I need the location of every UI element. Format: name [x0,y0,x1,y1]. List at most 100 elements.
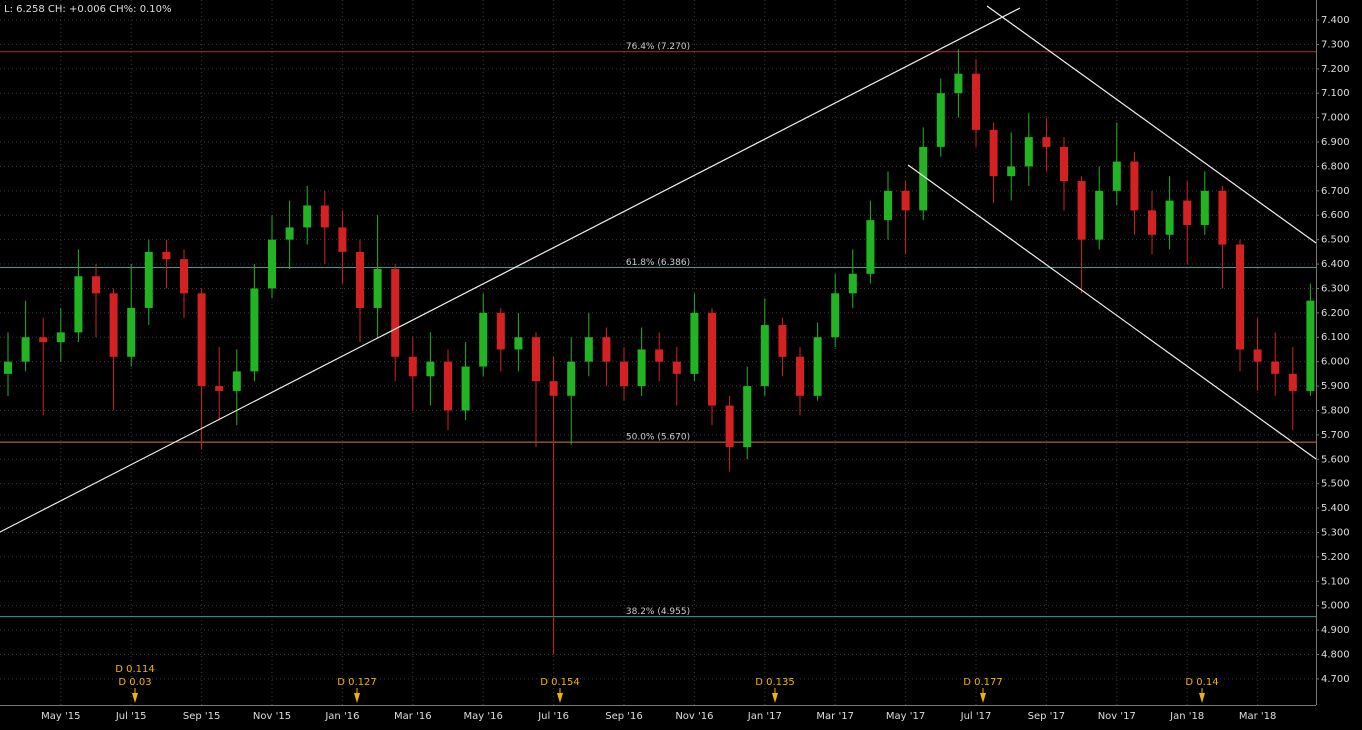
candle-body [831,293,840,338]
candle-body [866,220,875,274]
candle-body [1112,161,1121,191]
candle-body [197,293,206,387]
candle-body [1183,200,1192,225]
candle-body [1271,361,1280,374]
dividend-marker [354,688,360,703]
y-tick-label: 5.400 [1321,503,1350,514]
candle-body [180,259,188,294]
y-tick-label: 6.800 [1321,161,1350,172]
candle-body [549,381,558,396]
candle-body [848,273,857,294]
candle-body [1218,190,1227,245]
candle-body [919,146,928,211]
y-tick-label: 6.900 [1321,137,1350,148]
x-tick-label: Mar '16 [394,711,432,722]
x-tick-label: Mar '17 [816,711,854,722]
x-tick-label: Sep '17 [1028,711,1066,722]
candle-body [584,337,593,362]
candle-body [1253,349,1262,362]
candle-body [461,366,470,411]
dividend-marker [980,688,986,703]
x-tick-label: Jan '17 [747,711,782,722]
candle-body [320,205,329,228]
x-tick-label: Sep '15 [183,711,221,722]
dividend-label: D 0.14 [1185,677,1218,688]
trend-line [0,7,1021,533]
candle-body [56,332,65,343]
y-tick-label: 6.000 [1321,357,1350,368]
x-tick-label: Jul '17 [960,711,992,722]
candle-body [708,312,716,406]
candle-body [620,361,628,387]
candle-body [813,337,822,396]
candle-body [391,268,400,357]
candle-body [602,337,611,362]
y-tick-label: 7.400 [1321,15,1350,26]
x-tick-label: May '15 [41,711,80,722]
candle-body [356,251,364,308]
candle-body [743,386,752,448]
y-tick-label: 4.900 [1321,625,1350,636]
candle-body [1060,146,1068,182]
candle-body [250,288,259,372]
candle-body [760,325,769,387]
x-tick-label: Jul '15 [115,711,147,722]
candle-body [514,337,523,350]
candle-body [1236,244,1244,350]
fib-label: 50.0% (5.670) [626,433,690,443]
candle-body [162,251,171,260]
dividend-label: D 0.135 [755,677,795,688]
plot [0,0,1316,705]
candle-body [672,361,681,374]
x-tick-label: Jan '18 [1169,711,1204,722]
y-tick-label: 6.600 [1321,210,1350,221]
candle-body [144,251,153,308]
candle-body [426,361,435,377]
candle-body [4,361,12,374]
candle-body [373,268,382,308]
candle-body [1007,166,1016,177]
y-tick-label: 6.500 [1321,235,1350,246]
candle-body [1200,190,1209,225]
candle-body [690,312,699,374]
candle-body [884,190,892,221]
x-tick-label: Sep '16 [605,711,643,722]
y-tick-label: 7.000 [1321,113,1350,124]
dividend-label: D 0.177 [963,677,1003,688]
y-tick-label: 6.700 [1321,186,1350,197]
candle-body [637,349,646,387]
candle-body [232,371,241,391]
x-tick-label: May '16 [464,711,503,722]
dividend-label: D 0.114 [115,664,155,675]
candle-body [1042,137,1051,147]
y-tick-label: 5.100 [1321,576,1350,587]
dividend-marker [772,688,778,703]
candle-body [655,349,664,362]
candle-body [1077,181,1086,240]
dividend-marker [1199,688,1205,703]
candle-body [285,227,294,240]
y-tick-label: 6.300 [1321,283,1350,294]
candle-body [215,386,224,391]
candle-body [1148,210,1156,235]
y-tick-label: 6.200 [1321,308,1350,319]
dividend-label: D 0.03 [118,677,151,688]
x-tick-label: Nov '16 [675,711,713,722]
candle-body [1130,161,1139,211]
x-tick-label: Jan '16 [324,711,359,722]
candle-body [1095,190,1104,240]
candle-body [21,337,30,362]
candle-body [972,73,980,130]
y-tick-label: 5.000 [1321,601,1350,612]
y-tick-label: 7.300 [1321,39,1350,50]
x-tick-label: Jul '16 [537,711,569,722]
candle-body [936,93,945,147]
candle-body [567,361,576,396]
x-tick-label: Mar '18 [1239,711,1277,722]
candle-body [303,205,312,228]
y-tick-label: 5.900 [1321,381,1350,392]
candle-body [479,312,488,367]
